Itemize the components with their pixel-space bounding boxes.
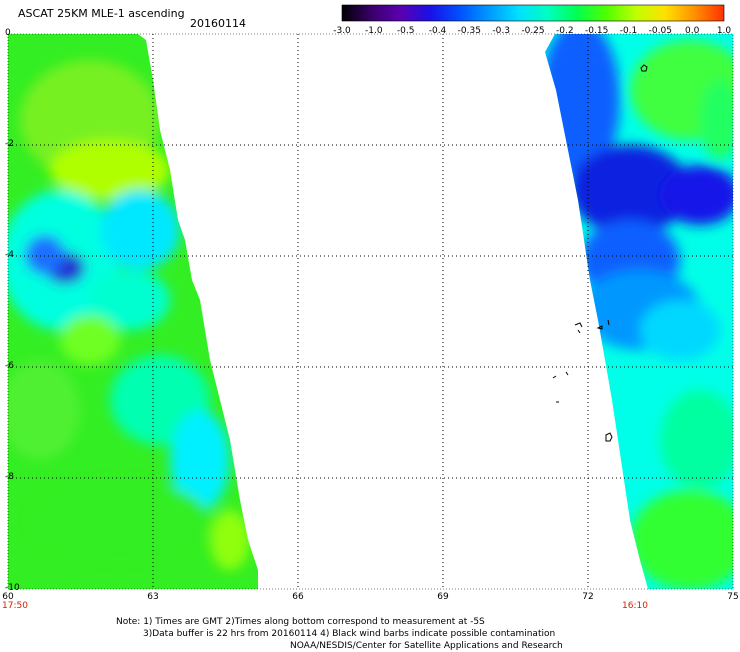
y-tick-label: -4: [5, 250, 14, 260]
y-tick-label: -2: [5, 139, 14, 149]
left-swath: [8, 34, 258, 589]
x-tick-label: 60: [2, 592, 14, 602]
y-tick-label: -8: [5, 472, 14, 482]
colorbar-tick-label: -0.15: [585, 26, 609, 36]
colorbar-tick-label: -1.0: [365, 26, 383, 36]
colorbar-gradient: [341, 4, 725, 22]
y-tick-label: -10: [5, 583, 20, 593]
coastline-marks: [552, 64, 648, 442]
right-swath: [545, 34, 733, 589]
grid-lines: [8, 34, 733, 589]
plot-frame: [7, 33, 734, 590]
note-line-1: Note: 1) Times are GMT 2)Times along bot…: [116, 617, 485, 627]
note-line-2: 3)Data buffer is 22 hrs from 20160114 4)…: [143, 629, 556, 639]
y-tick-label: -6: [5, 361, 14, 371]
colorbar-tick-label: -3.0: [333, 26, 351, 36]
colorbar-tick-label: 0.0: [684, 26, 700, 36]
left-swath-time: 17:50: [2, 601, 28, 611]
colorbar-tick-label: -0.3: [492, 26, 510, 36]
x-tick-label: 69: [437, 592, 449, 602]
colorbar-tick-label: -0.5: [396, 26, 415, 36]
x-tick-label: 66: [292, 592, 304, 602]
colorbar-tick-label: -0.05: [648, 26, 672, 36]
colorbar-tick-label: -0.25: [521, 26, 545, 36]
note-line-3: NOAA/NESDIS/Center for Satellite Applica…: [290, 641, 563, 651]
map-title: ASCAT 25KM MLE-1 ascending: [18, 7, 185, 20]
right-swath-time: 16:10: [622, 601, 648, 611]
x-tick-label: 72: [582, 592, 594, 602]
x-tick-label: 75: [727, 592, 739, 602]
map-date: 20160114: [190, 17, 246, 30]
colorbar-tick-label: -0.4: [428, 26, 447, 36]
colorbar: [341, 4, 725, 22]
colorbar-tick-label: 1.0: [716, 26, 732, 36]
colorbar-tick-label: -0.1: [619, 26, 638, 36]
colorbar-tick-label: -0.2: [556, 26, 574, 36]
y-tick-label: 0: [5, 28, 11, 38]
colorbar-tick-label: -0.35: [457, 26, 481, 36]
x-tick-label: 63: [147, 592, 159, 602]
